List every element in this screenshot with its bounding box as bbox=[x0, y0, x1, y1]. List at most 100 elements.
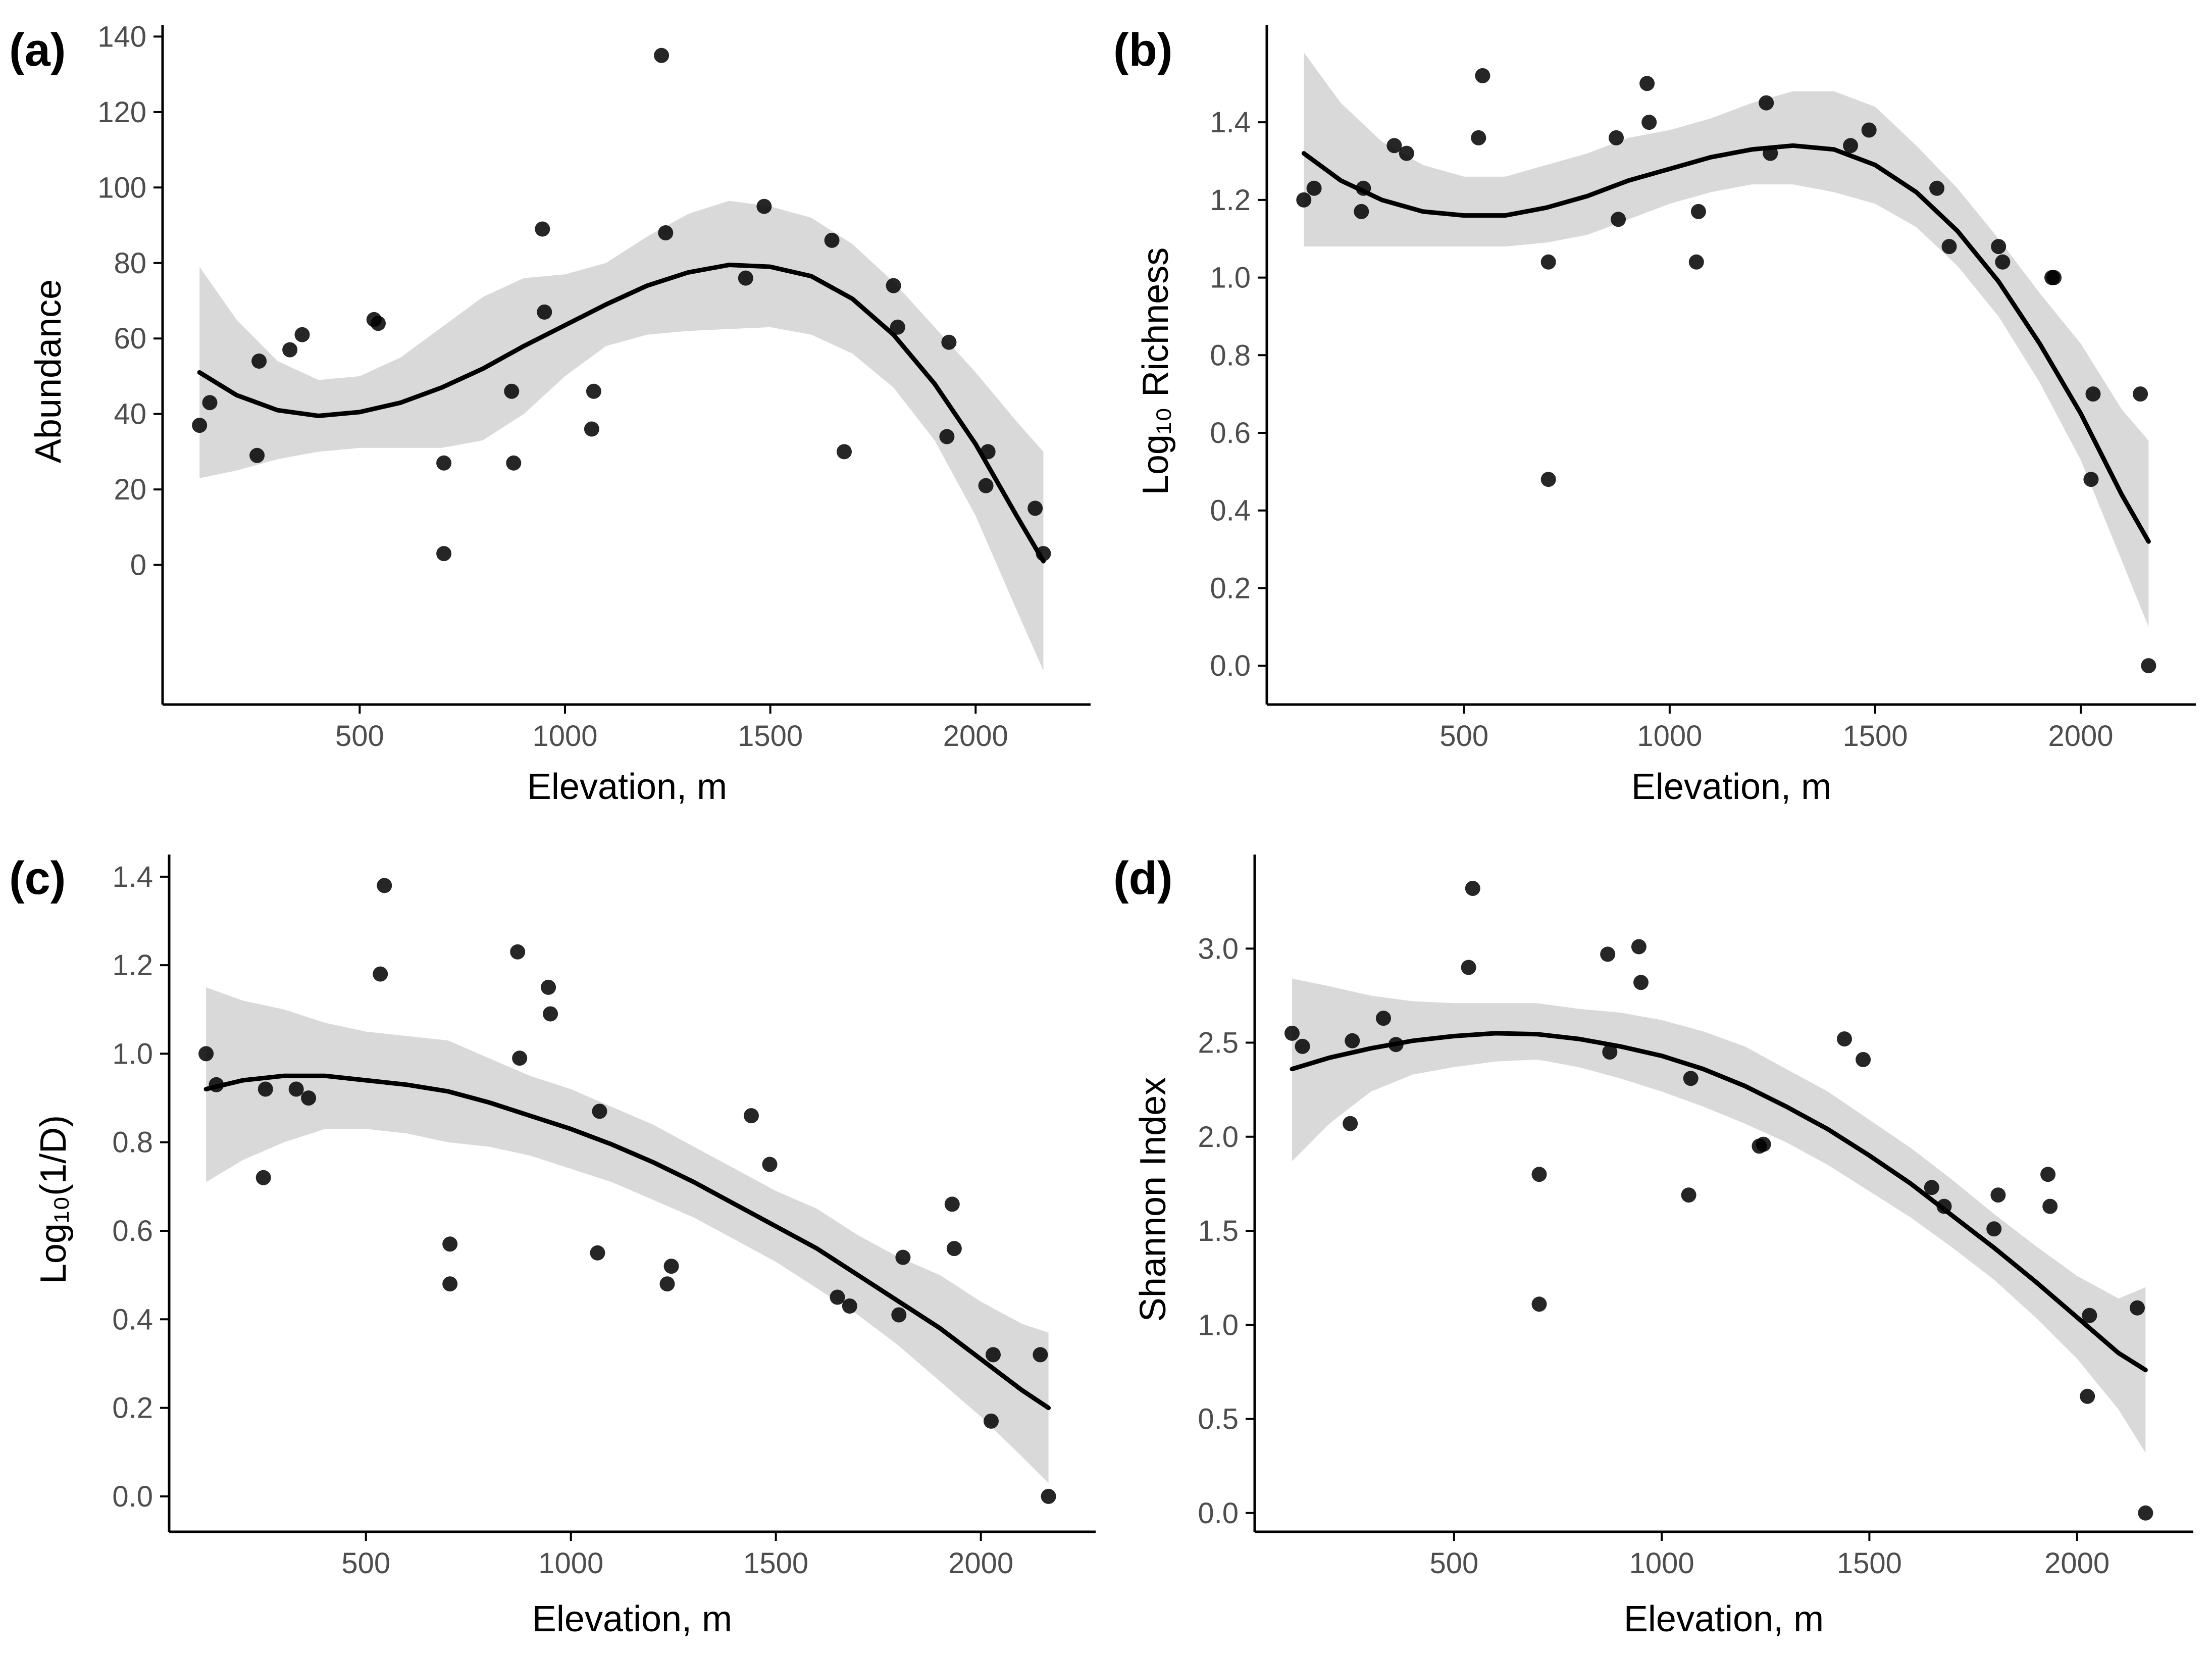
panel-d-point bbox=[2080, 1388, 2095, 1404]
panel-d-y-tick-label: 2.0 bbox=[1198, 1121, 1239, 1154]
panel-b: (b) Log₁₀ Richness Elevation, m 500 1000 1… bbox=[1113, 24, 2196, 807]
panel-c-point bbox=[986, 1347, 1001, 1363]
panel-c-x-tick-label: 1000 bbox=[538, 1547, 603, 1580]
panel-a: (a) Abundance Elevation, m 500 1000 1500 20… bbox=[9, 20, 1091, 807]
panel-b-point bbox=[1759, 95, 1774, 111]
panel-b-confidence-band bbox=[1304, 52, 2149, 627]
panel-d-point bbox=[2082, 1308, 2097, 1323]
panel-b-y-tick-label: 0.8 bbox=[1210, 339, 1251, 372]
panel-a-point bbox=[436, 546, 452, 562]
panel-a-point bbox=[584, 421, 599, 437]
panel-a-point bbox=[890, 319, 905, 335]
panel-d-point bbox=[1856, 1052, 1871, 1067]
panel-c-point bbox=[659, 1276, 675, 1292]
panel-a-point bbox=[837, 444, 852, 460]
panel-c-y-tick-label: 1.0 bbox=[112, 1037, 153, 1070]
panel-a-point bbox=[941, 334, 957, 350]
panel-b-point bbox=[1690, 204, 1706, 219]
panel-c-point bbox=[663, 1259, 679, 1274]
panel-b-point bbox=[1399, 145, 1414, 161]
panel-d: (d) Shannon Index Elevation, m 500 1000 15… bbox=[1113, 853, 2193, 1639]
panel-b-point bbox=[1296, 192, 1312, 208]
panel-c-point bbox=[541, 979, 556, 995]
panel-c: (c) Log₁₀(1/D) Elevation, m 500 1000 1500 2… bbox=[9, 853, 1096, 1639]
panel-d-point bbox=[2042, 1198, 2058, 1214]
panel-d-y-tick-label: 1.0 bbox=[1198, 1309, 1239, 1341]
panel-b-point bbox=[1688, 254, 1704, 270]
panel-d-y-tick-label: 1.5 bbox=[1198, 1215, 1239, 1247]
panel-d-point bbox=[1631, 939, 1647, 955]
panel-a-x-tick-label: 1500 bbox=[738, 720, 803, 753]
panel-d-point bbox=[1376, 1011, 1391, 1026]
panel-b-y-tick-label: 1.0 bbox=[1210, 262, 1251, 294]
panel-c-y-tick-label: 0.2 bbox=[112, 1392, 153, 1425]
panel-c-y-tick-label: 0.8 bbox=[112, 1126, 153, 1159]
panel-d-point bbox=[1461, 960, 1476, 975]
panel-a-point bbox=[249, 447, 265, 463]
panel-b-point bbox=[1354, 204, 1369, 219]
panel-b-point bbox=[2085, 386, 2101, 402]
panel-b-point bbox=[1386, 138, 1402, 154]
panel-a-point bbox=[371, 316, 386, 331]
panel-c-point bbox=[377, 878, 392, 893]
panel-d-point bbox=[1295, 1038, 1310, 1054]
panel-b-point bbox=[1475, 68, 1490, 83]
panel-d-point bbox=[1465, 881, 1480, 896]
panel-c-point bbox=[258, 1081, 273, 1097]
panel-b-point bbox=[1929, 180, 1945, 196]
panel-a-point bbox=[251, 354, 267, 369]
panel-c-point bbox=[442, 1236, 458, 1252]
panel-a-x-tick-label: 500 bbox=[335, 720, 384, 753]
panel-c-point bbox=[984, 1413, 999, 1429]
panel-c-point bbox=[1033, 1347, 1048, 1363]
panel-b-y-tick-label: 0.0 bbox=[1210, 649, 1251, 682]
panel-a-point bbox=[282, 342, 298, 358]
panel-a-point bbox=[202, 395, 218, 411]
panel-c-point bbox=[1041, 1488, 1056, 1504]
panel-b-point bbox=[1639, 76, 1655, 91]
panel-a-y-tick-label: 60 bbox=[114, 322, 146, 355]
panel-c-point bbox=[592, 1104, 607, 1119]
panel-d-x-tick-label: 1500 bbox=[1837, 1547, 1902, 1580]
panel-d-point bbox=[1531, 1167, 1547, 1182]
panel-a-x-tick-label: 2000 bbox=[943, 720, 1008, 753]
panel-d-point bbox=[1990, 1187, 2006, 1203]
panel-b-point bbox=[1995, 254, 2011, 270]
panel-c-x-tick-label: 1500 bbox=[743, 1547, 808, 1580]
panel-d-x-tick-label: 2000 bbox=[2044, 1547, 2110, 1580]
panel-c-point bbox=[442, 1276, 458, 1292]
panel-a-point bbox=[738, 270, 753, 286]
panel-d-point bbox=[1683, 1071, 1699, 1086]
panel-d-y-tick-label: 3.0 bbox=[1198, 932, 1239, 965]
panel-a-y-tick-label: 120 bbox=[97, 96, 146, 129]
panel-b-point bbox=[1609, 130, 1624, 145]
panel-b-point bbox=[1540, 254, 1556, 270]
panel-b-x-tick-label: 1500 bbox=[1842, 720, 1908, 753]
panel-c-x-tick-label: 500 bbox=[341, 1547, 390, 1580]
panel-b-x-axis-title: Elevation, m bbox=[1631, 767, 1831, 807]
panel-d-point bbox=[1531, 1296, 1547, 1312]
panel-a-point bbox=[824, 232, 840, 248]
panel-a-point bbox=[535, 221, 550, 237]
panel-a-point bbox=[192, 418, 208, 433]
panel-d-point bbox=[2130, 1300, 2145, 1316]
panel-b-point bbox=[1540, 472, 1556, 487]
panel-a-point bbox=[939, 429, 955, 444]
panel-d-point bbox=[1343, 1116, 1358, 1131]
panel-c-label: (c) bbox=[9, 853, 66, 904]
panel-b-point bbox=[1861, 122, 1877, 138]
panel-b-point bbox=[2141, 658, 2156, 674]
panel-c-point bbox=[288, 1081, 304, 1097]
panel-c-point bbox=[944, 1196, 960, 1212]
panel-a-point bbox=[537, 304, 552, 320]
panel-d-x-axis-title: Elevation, m bbox=[1624, 1599, 1824, 1639]
panel-d-y-tick-label: 0.5 bbox=[1198, 1403, 1239, 1436]
panel-b-point bbox=[1641, 115, 1657, 130]
panel-a-fit-line bbox=[197, 263, 1046, 564]
panel-c-point bbox=[842, 1298, 857, 1314]
panel-a-x-tick-label: 1000 bbox=[532, 720, 597, 753]
panel-a-point bbox=[294, 327, 310, 342]
panel-c-point bbox=[830, 1289, 845, 1305]
panel-b-point bbox=[2083, 472, 2099, 487]
panel-b-y-tick-label: 0.2 bbox=[1210, 572, 1251, 605]
